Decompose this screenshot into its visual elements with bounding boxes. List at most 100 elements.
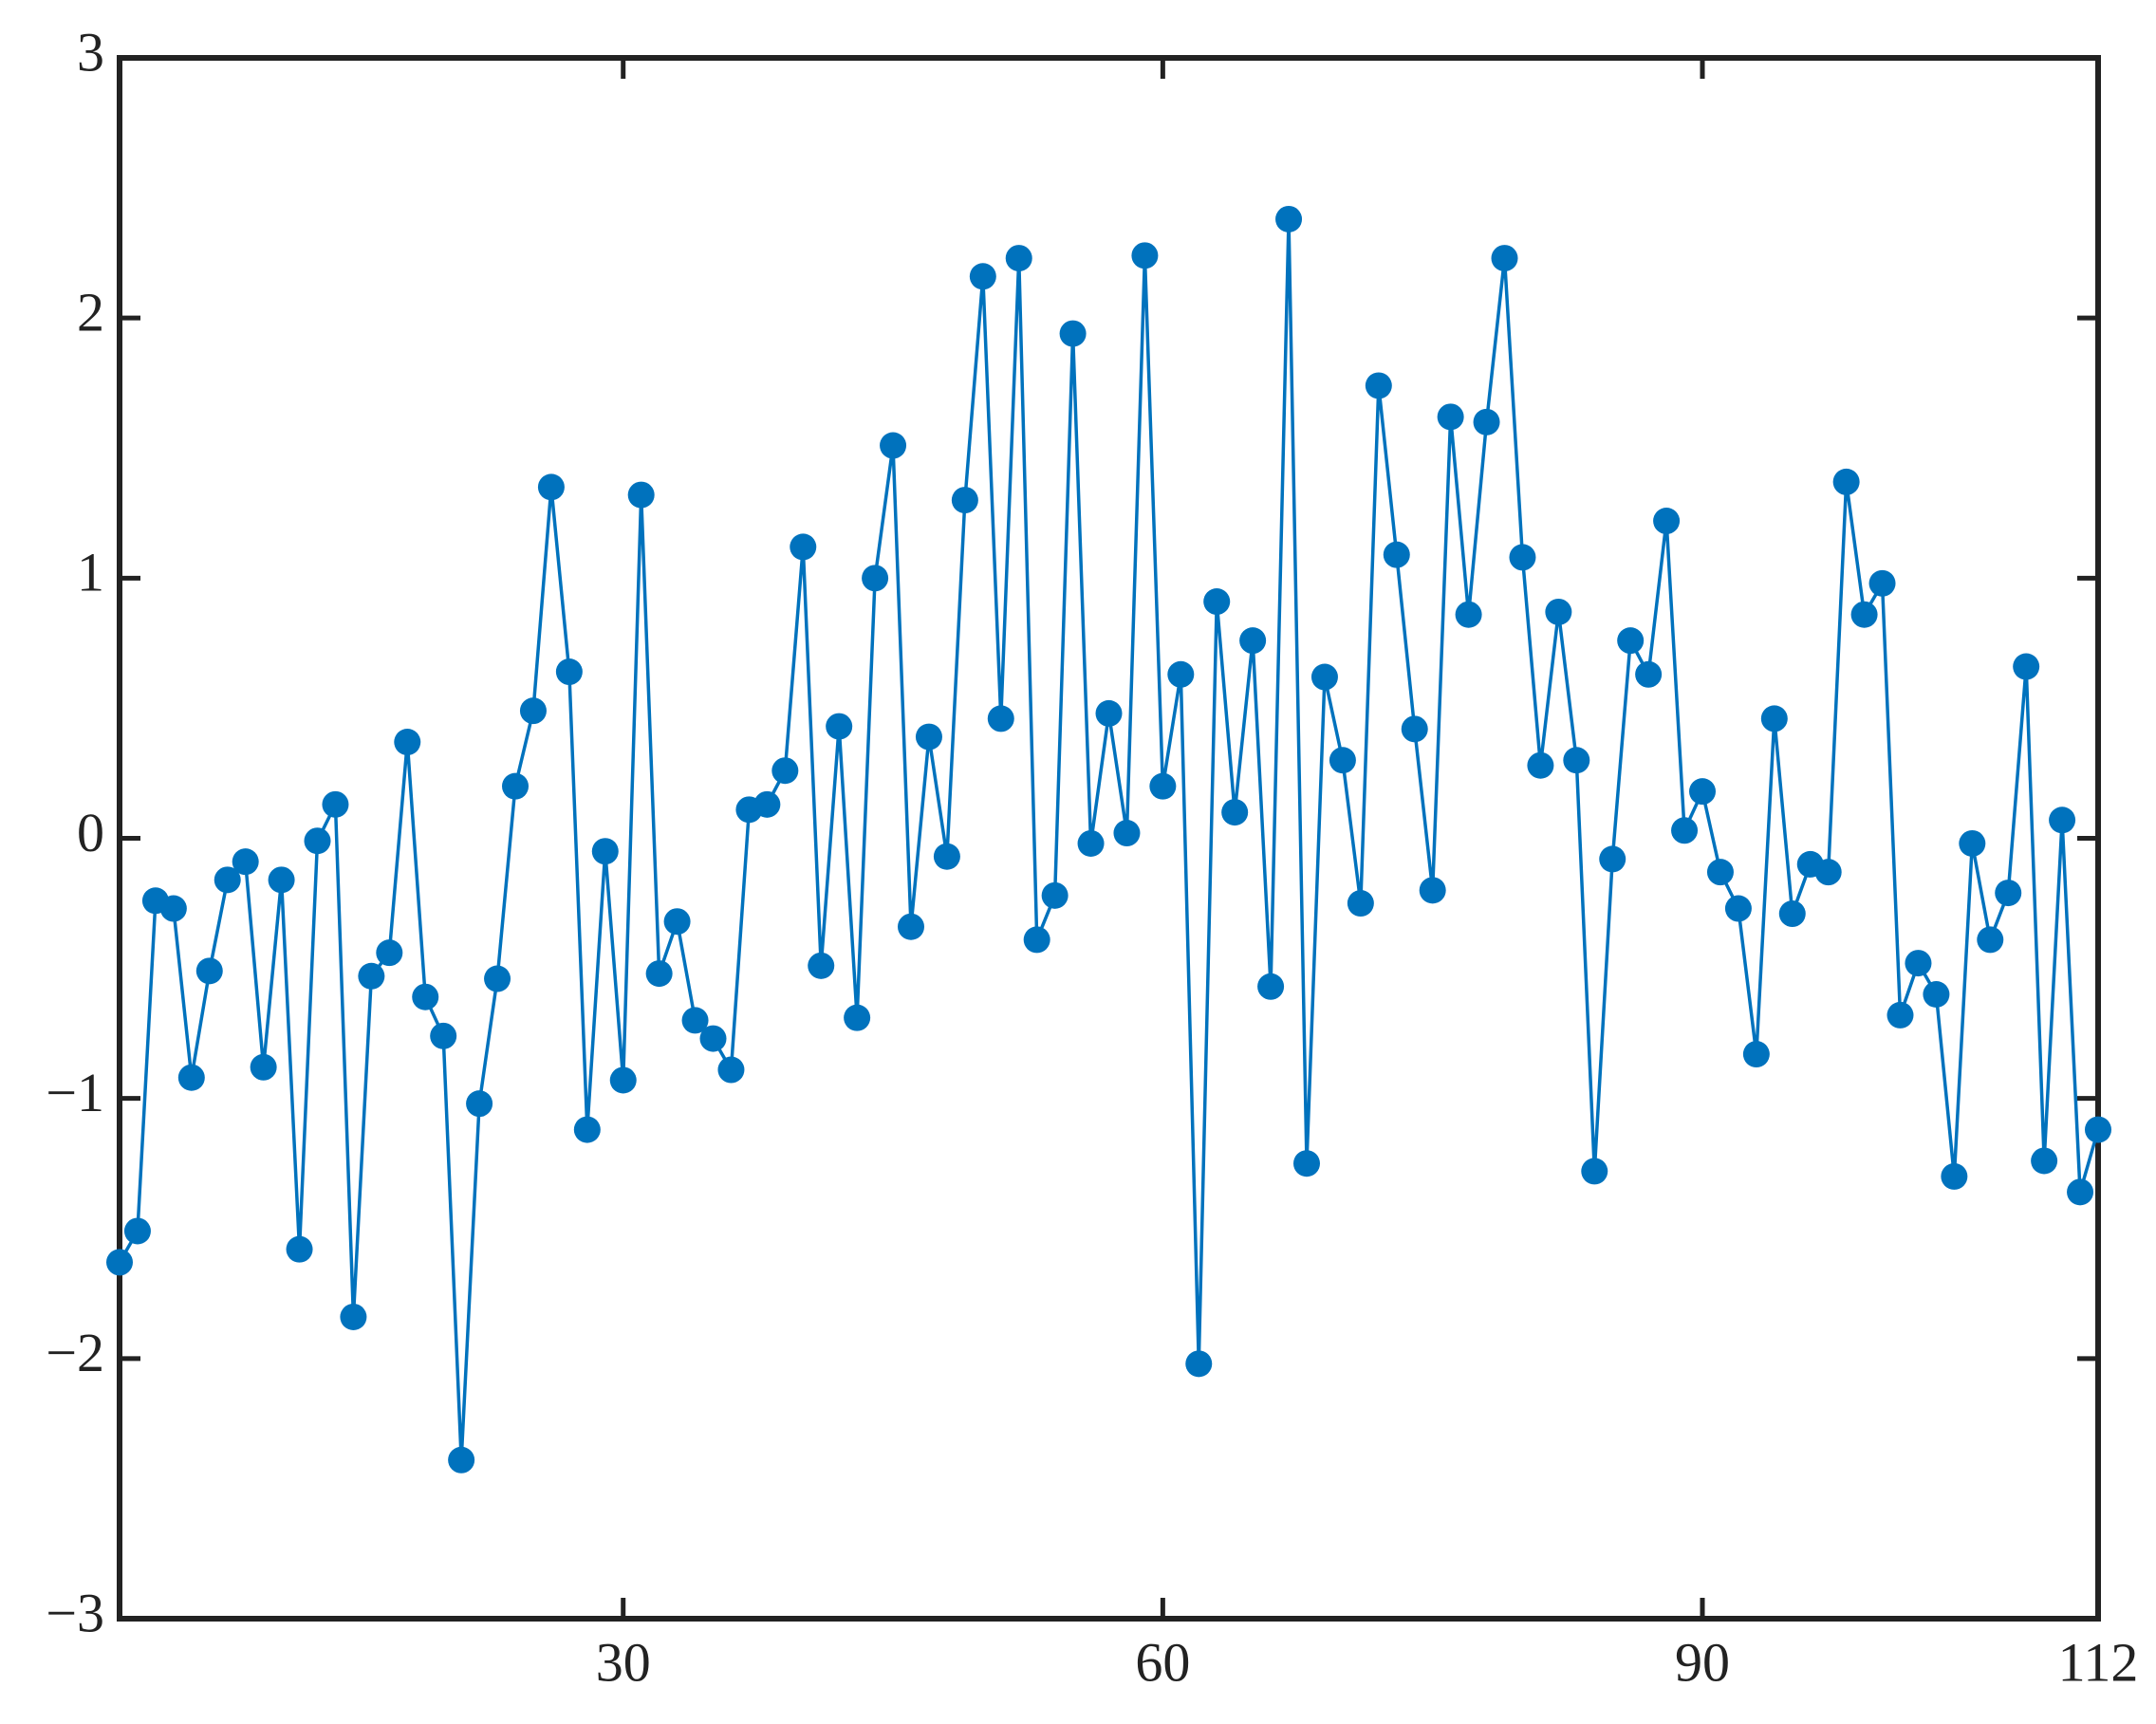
data-point — [1724, 895, 1752, 922]
y-tick-label: 3 — [77, 21, 104, 83]
data-point — [951, 487, 978, 514]
data-point — [1941, 1162, 1968, 1190]
data-point — [1814, 859, 1842, 886]
data-point — [1581, 1158, 1608, 1185]
data-point — [1635, 660, 1663, 688]
data-point — [1077, 829, 1105, 857]
data-point — [915, 723, 942, 751]
data-point — [502, 772, 529, 800]
data-point — [1959, 829, 1986, 857]
data-point — [1203, 588, 1231, 616]
data-point — [322, 790, 349, 818]
data-line — [118, 218, 2100, 1460]
data-point — [195, 957, 223, 985]
data-point — [591, 838, 619, 865]
data-point — [1275, 205, 1303, 232]
data-point — [681, 1007, 709, 1034]
x-tick-label: 112 — [2058, 1631, 2139, 1693]
data-point — [1491, 245, 1518, 272]
data-point — [1005, 245, 1032, 272]
data-point — [232, 848, 259, 876]
data-point — [1059, 320, 1087, 347]
data-point — [1329, 747, 1356, 774]
data-point — [663, 908, 691, 936]
data-point — [519, 697, 547, 725]
data-point — [1563, 747, 1590, 774]
data-point — [2067, 1178, 2094, 1206]
data-point — [1167, 660, 1195, 688]
data-point — [1868, 569, 1896, 597]
data-point — [1689, 778, 1716, 806]
data-point — [340, 1303, 367, 1330]
data-point — [1995, 880, 2022, 907]
plot-frame — [117, 55, 2101, 1622]
data-point — [430, 1022, 457, 1049]
data-point — [573, 1116, 601, 1143]
data-point — [484, 965, 511, 992]
data-point — [1778, 900, 1806, 928]
x-tick-label: 90 — [1675, 1631, 1730, 1693]
x-tick-label: 60 — [1135, 1631, 1190, 1693]
data-point — [1905, 950, 1932, 977]
y-tick-label: −3 — [46, 1582, 104, 1643]
data-point — [1257, 973, 1285, 1000]
data-point — [123, 1217, 151, 1245]
data-point — [1832, 468, 1860, 495]
data-point — [1886, 1001, 1914, 1029]
data-point — [286, 1235, 313, 1263]
data-point — [177, 1064, 205, 1091]
data-point — [862, 565, 889, 592]
data-point — [1671, 817, 1699, 844]
data-point — [1347, 890, 1374, 918]
y-tick-label: 1 — [77, 542, 104, 603]
data-point — [537, 473, 565, 501]
data-point — [448, 1446, 475, 1474]
data-point — [1473, 408, 1500, 436]
data-point — [1706, 859, 1734, 886]
data-point — [1293, 1150, 1320, 1177]
data-point — [304, 827, 331, 855]
data-point — [717, 1056, 745, 1084]
data-point — [790, 533, 817, 561]
data-point — [808, 952, 835, 979]
data-point — [699, 1025, 727, 1052]
data-point — [466, 1090, 493, 1118]
data-point — [1850, 601, 1878, 628]
data-point — [2031, 1147, 2058, 1175]
data-point — [969, 263, 996, 290]
data-point — [1113, 820, 1141, 847]
data-point — [1041, 881, 1069, 909]
y-tick-label: −2 — [46, 1322, 104, 1383]
data-point — [1239, 627, 1267, 655]
y-tick-label: 0 — [77, 802, 104, 863]
data-point — [1599, 845, 1626, 873]
data-point — [268, 866, 295, 894]
data-point — [987, 705, 1014, 732]
data-point — [1310, 663, 1338, 691]
data-point — [376, 939, 403, 967]
data-point — [898, 913, 924, 940]
data-point — [1401, 715, 1428, 743]
data-point — [1419, 877, 1446, 904]
data-point — [1509, 544, 1536, 571]
data-point — [394, 729, 421, 756]
data-point — [214, 866, 241, 894]
data-point — [1437, 403, 1464, 431]
data-point — [1653, 508, 1681, 535]
data-point — [1023, 926, 1050, 954]
data-point — [1455, 601, 1482, 628]
data-point — [1527, 751, 1554, 779]
data-point — [771, 757, 799, 785]
data-point — [1545, 598, 1572, 625]
data-point — [250, 1053, 277, 1081]
data-point — [1742, 1041, 1770, 1068]
data-point — [1923, 981, 1950, 1008]
data-point — [1383, 541, 1410, 568]
data-point — [826, 713, 853, 740]
data-point — [609, 1066, 637, 1094]
data-point — [1221, 799, 1249, 826]
data-point — [358, 962, 385, 990]
data-point — [844, 1004, 871, 1031]
